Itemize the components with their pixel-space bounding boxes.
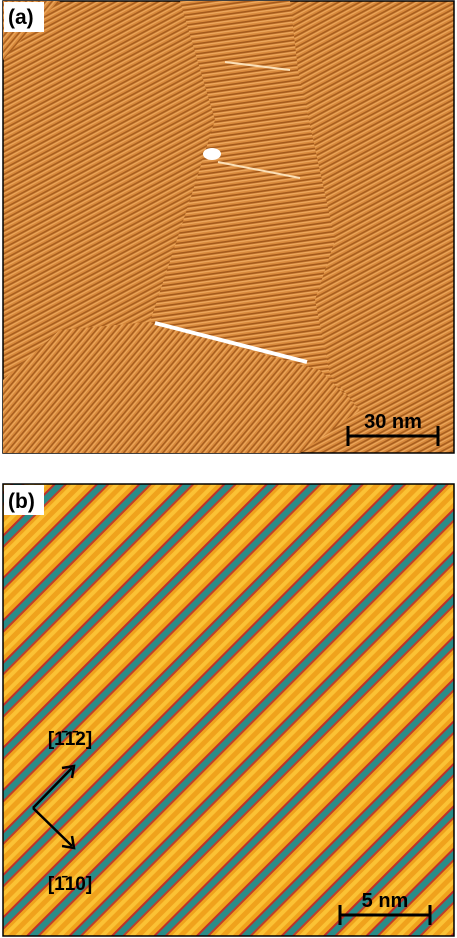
direction-label: [1̄1̄2] <box>48 729 92 750</box>
scale-bar <box>338 905 432 925</box>
label-box <box>4 2 44 32</box>
scale-bar <box>346 426 440 446</box>
domain <box>3 322 360 453</box>
panel-b: (b) [1̄1̄2] [1̄10] 5 nm <box>2 483 455 937</box>
panel-label: (b) <box>8 490 35 513</box>
adsorbate <box>203 148 221 160</box>
arrow-head <box>61 764 76 779</box>
direction-label: [1̄10] <box>48 874 92 895</box>
step-edge <box>217 161 301 179</box>
step-edge <box>154 321 308 364</box>
arrow <box>32 807 73 847</box>
label-box <box>4 485 44 515</box>
arrow <box>32 767 73 809</box>
scale-bar-label: 5 nm <box>362 890 409 912</box>
step-edge <box>224 61 291 71</box>
scale-bar-label: 30 nm <box>364 411 422 433</box>
stm-image-b <box>2 483 455 937</box>
panel-label: (a) <box>8 6 34 29</box>
panel-a: (a) 30 nm <box>2 0 455 454</box>
direction-arrows <box>32 764 76 850</box>
arrow-head <box>61 835 76 850</box>
